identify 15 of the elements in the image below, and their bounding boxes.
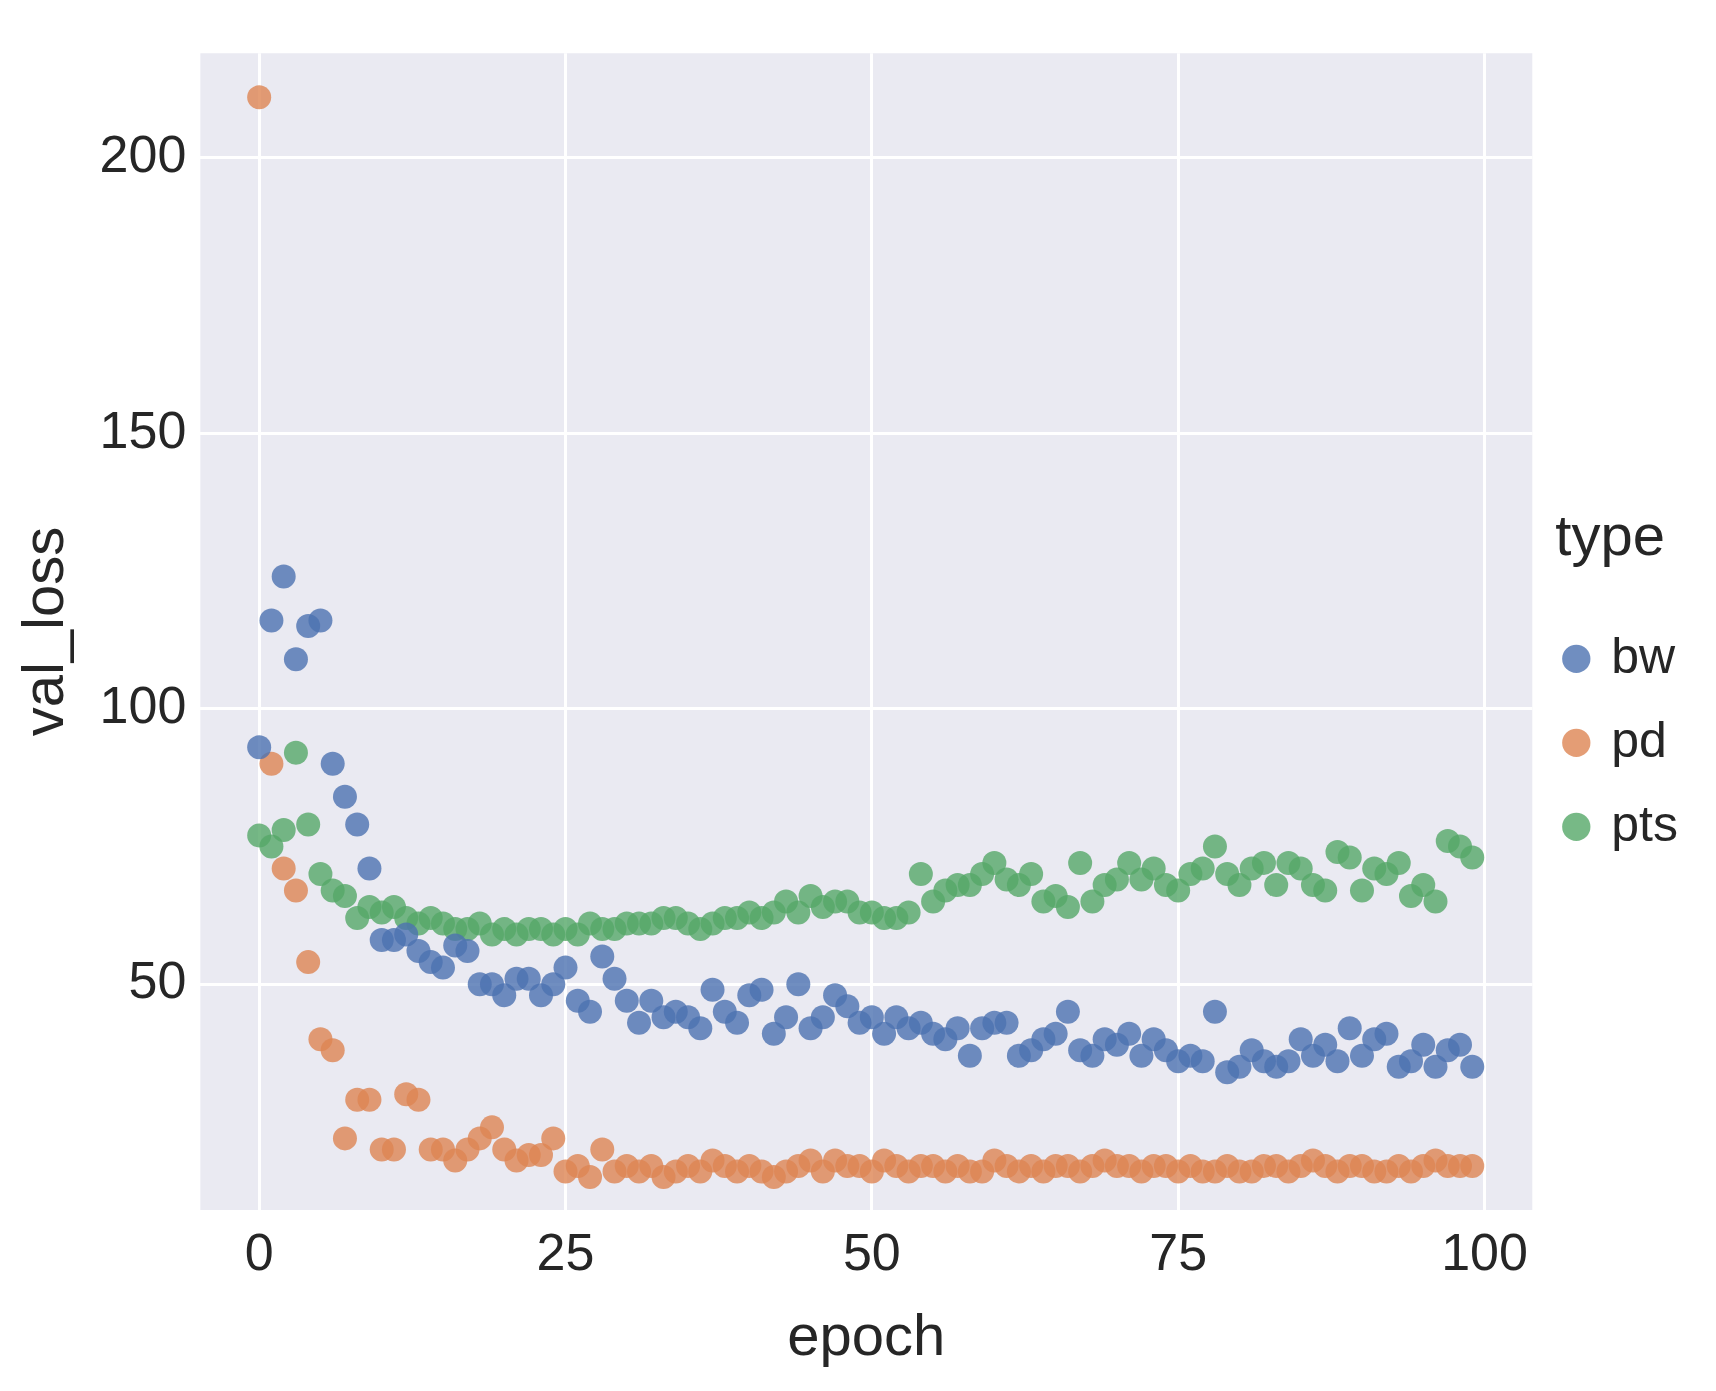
x-tick-label: 50 xyxy=(842,1222,901,1281)
x-axis-title: epoch xyxy=(787,1302,946,1368)
x-tick-label: 25 xyxy=(536,1222,595,1281)
x-tick-label: 100 xyxy=(1441,1222,1528,1281)
legend-label: pts xyxy=(1611,795,1678,852)
y-tick-label: 200 xyxy=(99,125,187,184)
y-tick-label: 150 xyxy=(99,400,187,459)
legend-label: pd xyxy=(1611,711,1667,768)
y-tick-label: 100 xyxy=(99,676,187,735)
legend-label: bw xyxy=(1611,627,1677,684)
legend-title: type xyxy=(1555,502,1665,568)
x-tick-label: 0 xyxy=(244,1222,274,1281)
y-axis-title: val_loss xyxy=(9,526,75,737)
x-tick-label: 75 xyxy=(1149,1222,1208,1281)
y-tick-label: 50 xyxy=(128,951,187,1010)
